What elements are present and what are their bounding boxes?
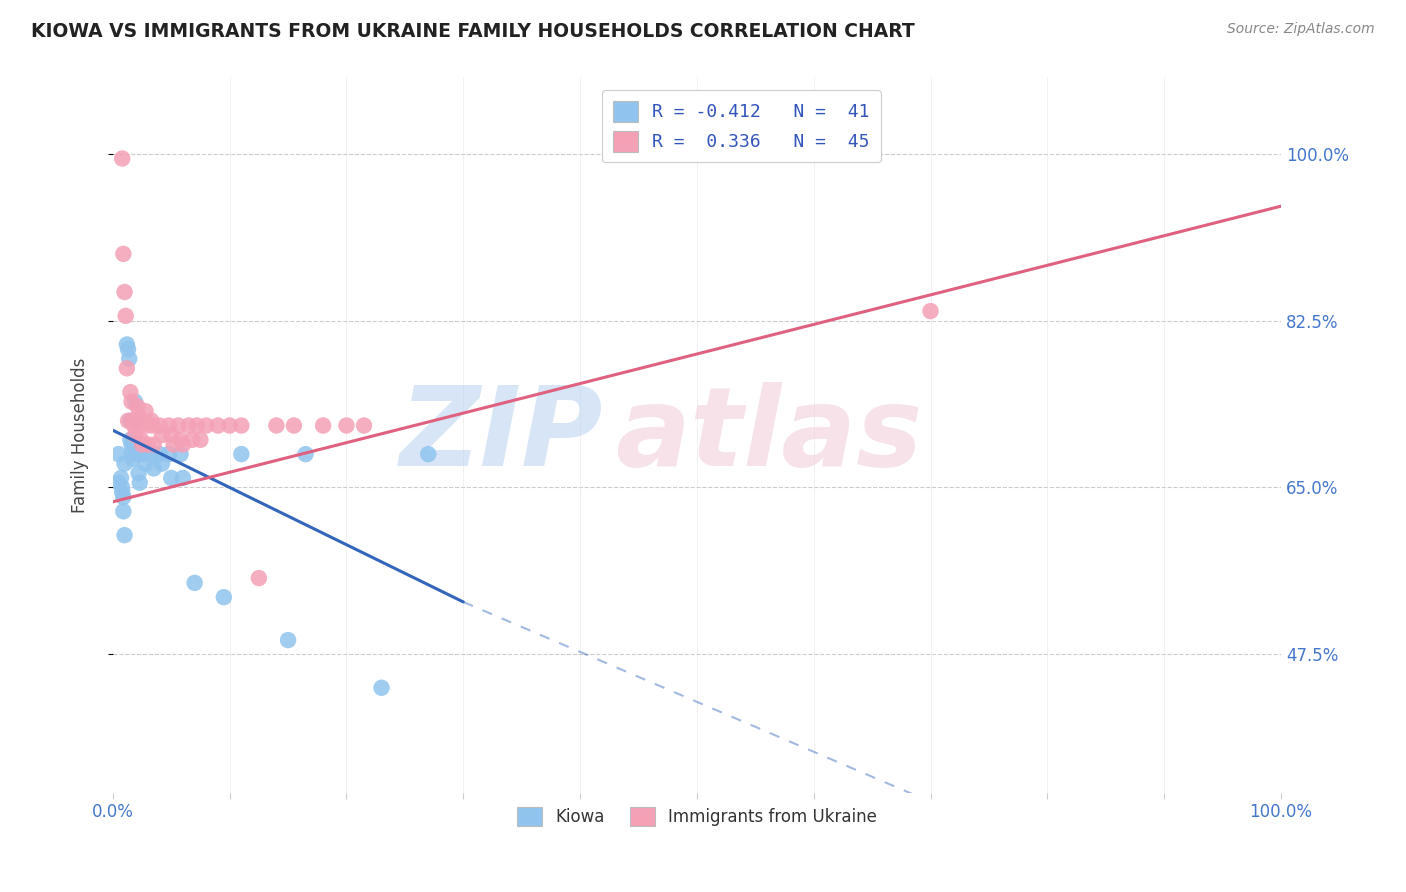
Point [136, 437, 159, 451]
Point [370, 681, 392, 695]
Point [124, 428, 146, 442]
Point [112, 490, 135, 504]
Point [114, 457, 136, 471]
Point [125, 414, 148, 428]
Point [141, 447, 163, 461]
Point [231, 447, 253, 461]
Point [117, 414, 139, 428]
Point [283, 418, 305, 433]
Point [157, 447, 180, 461]
Point [353, 418, 375, 433]
Point [111, 485, 134, 500]
Point [134, 447, 156, 461]
Point [128, 466, 150, 480]
Point [121, 451, 143, 466]
Point [190, 433, 212, 447]
Point [128, 475, 150, 490]
Y-axis label: Family Households: Family Households [72, 358, 89, 513]
Point [172, 471, 194, 485]
Point [212, 590, 235, 604]
Point [128, 447, 150, 461]
Point [141, 414, 163, 428]
Point [114, 285, 136, 299]
Point [167, 418, 190, 433]
Point [172, 437, 194, 451]
Text: Source: ZipAtlas.com: Source: ZipAtlas.com [1227, 22, 1375, 37]
Point [266, 418, 288, 433]
Point [121, 394, 143, 409]
Legend: Kiowa, Immigrants from Ukraine: Kiowa, Immigrants from Ukraine [509, 798, 886, 834]
Point [920, 304, 942, 318]
Point [121, 414, 143, 428]
Point [142, 461, 165, 475]
Point [115, 337, 138, 351]
Point [122, 418, 145, 433]
Point [177, 418, 200, 433]
Point [115, 361, 138, 376]
Point [110, 471, 132, 485]
Point [127, 437, 149, 451]
Point [142, 418, 165, 433]
Point [107, 475, 129, 490]
Point [121, 447, 143, 461]
Point [160, 428, 183, 442]
Point [135, 418, 157, 433]
Point [127, 400, 149, 414]
Point [157, 418, 180, 433]
Point [120, 414, 142, 428]
Point [142, 437, 165, 451]
Point [111, 152, 134, 166]
Point [128, 418, 150, 433]
Point [112, 504, 135, 518]
Point [107, 447, 129, 461]
Point [183, 575, 205, 590]
Text: ZIP: ZIP [399, 382, 603, 489]
Point [129, 433, 152, 447]
Point [118, 351, 141, 366]
Point [277, 633, 299, 648]
Point [150, 428, 173, 442]
Point [148, 418, 170, 433]
Point [169, 433, 191, 447]
Point [186, 418, 208, 433]
Point [150, 457, 173, 471]
Point [135, 457, 157, 471]
Point [120, 433, 142, 447]
Point [120, 385, 142, 400]
Point [148, 447, 170, 461]
Point [247, 571, 270, 585]
Point [335, 418, 357, 433]
Point [169, 447, 191, 461]
Point [114, 309, 136, 323]
Point [128, 409, 150, 423]
Point [207, 418, 229, 433]
Point [160, 471, 183, 485]
Point [114, 528, 136, 542]
Text: atlas: atlas [616, 382, 922, 489]
Point [112, 247, 135, 261]
Point [218, 418, 240, 433]
Point [124, 394, 146, 409]
Point [181, 433, 204, 447]
Point [231, 418, 253, 433]
Text: KIOWA VS IMMIGRANTS FROM UKRAINE FAMILY HOUSEHOLDS CORRELATION CHART: KIOWA VS IMMIGRANTS FROM UKRAINE FAMILY … [31, 22, 915, 41]
Point [294, 447, 316, 461]
Point [135, 404, 157, 418]
Point [131, 437, 153, 451]
Point [195, 418, 218, 433]
Point [131, 437, 153, 451]
Point [117, 343, 139, 357]
Point [111, 481, 134, 495]
Point [121, 437, 143, 451]
Point [312, 418, 335, 433]
Point [418, 447, 440, 461]
Point [162, 437, 184, 451]
